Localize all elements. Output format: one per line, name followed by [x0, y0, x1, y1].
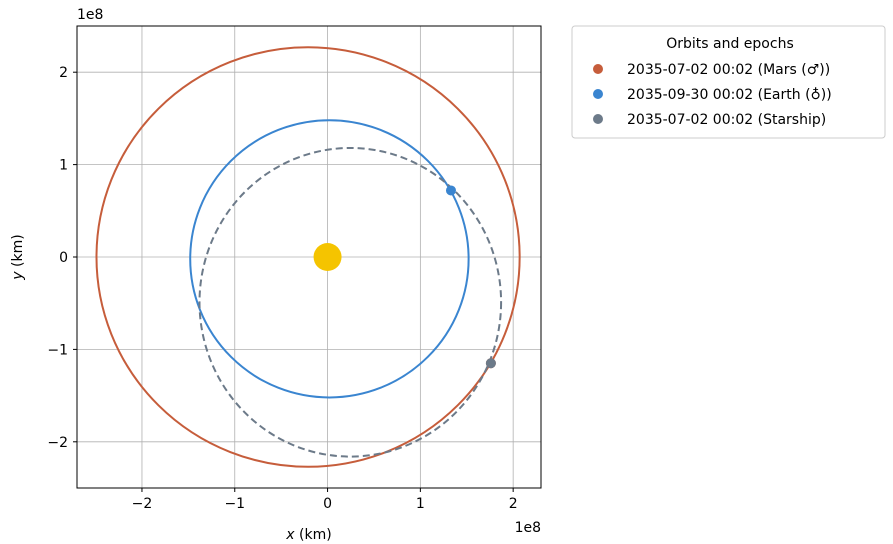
x-axis-unit: (km): [295, 527, 332, 543]
orbit-mars: [95, 46, 521, 468]
orbits-layer: [95, 46, 521, 468]
y-tick-label: 1: [59, 158, 68, 174]
x-tick-label: 0: [323, 496, 332, 512]
legend-title: Orbits and epochs: [666, 36, 794, 52]
legend-label-mars: 2035-07-02 00:02 (Mars (♂)): [627, 62, 830, 78]
x-tick-label: 1: [416, 496, 425, 512]
legend-label-earth: 2035-09-30 00:02 (Earth (♁)): [627, 87, 832, 103]
ticks: −2 −1 0 1 2 −2 −1 0 1 2: [47, 65, 517, 512]
legend-marker-mars: [593, 64, 603, 74]
x-axis-var: x: [285, 527, 295, 543]
legend-frame: [571, 25, 886, 139]
y-offset-label: 1e8: [77, 7, 103, 23]
x-offset-label: 1e8: [515, 520, 541, 536]
y-tick-label: 2: [59, 65, 68, 81]
orbit-earth: [189, 119, 470, 399]
position-marker-starship: [485, 358, 496, 369]
x-tick-label: −2: [132, 496, 153, 512]
orbit-starship: [198, 146, 503, 458]
y-axis-label: y (km): [10, 234, 26, 280]
y-tick-label: −2: [47, 435, 68, 451]
legend-marker-earth: [593, 89, 603, 99]
x-axis-label: x (km): [285, 527, 331, 543]
y-axis-var: y: [10, 271, 26, 281]
legend-label-starship: 2035-07-02 00:02 (Starship): [627, 112, 826, 128]
y-tick-label: −1: [47, 342, 68, 358]
legend: Orbits and epochs 2035-07-02 00:02 (Mars…: [571, 25, 886, 139]
legend-marker-starship: [593, 114, 603, 124]
x-tick-label: −1: [224, 496, 245, 512]
position-marker-earth: [445, 185, 456, 196]
sun-marker: [313, 243, 342, 271]
x-tick-label: 2: [509, 496, 518, 512]
y-axis-unit: (km): [10, 234, 26, 271]
y-tick-label: 0: [59, 250, 68, 266]
